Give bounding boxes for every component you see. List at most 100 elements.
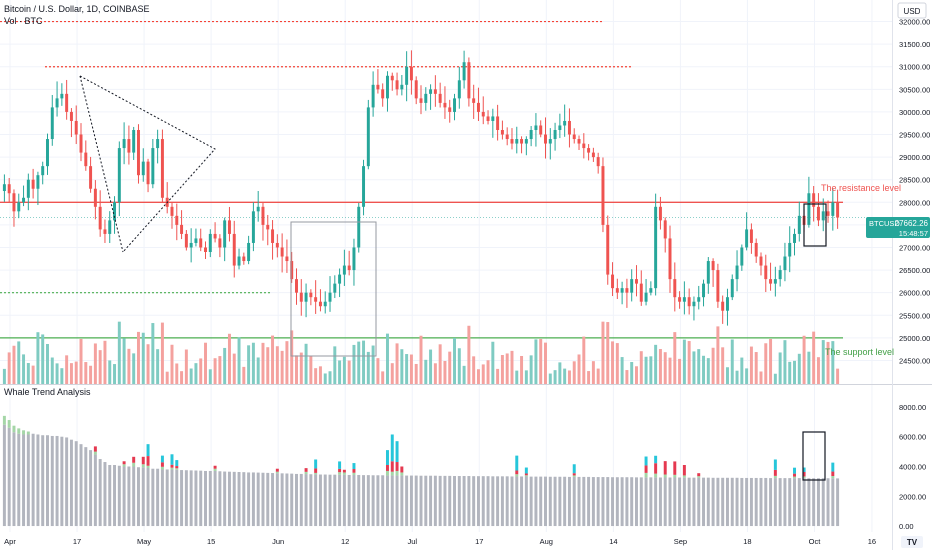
volume-bar (232, 353, 236, 384)
whale-gray-bar (65, 437, 69, 527)
volume-bar (256, 357, 260, 384)
candle-body (204, 247, 207, 252)
whale-gray-bar (836, 478, 840, 527)
whale-gray-bar (17, 433, 21, 527)
whale-tick-label: 4000.00 (899, 462, 926, 471)
whale-gray-bar (663, 477, 667, 527)
whale-gray-bar (577, 476, 581, 527)
whale-gray-bar (295, 473, 298, 527)
volume-bar (84, 362, 88, 384)
price-tick-label: 28500.00 (899, 176, 930, 185)
whale-tick-label: 8000.00 (899, 403, 926, 412)
whale-gray-bar (572, 476, 576, 527)
time-tick-label: Jun (272, 537, 284, 546)
candle-body (548, 139, 552, 144)
whale-gray-bar (591, 477, 595, 527)
svg-text:TV: TV (907, 538, 918, 547)
candle-body (500, 130, 504, 135)
volume-bar (759, 371, 763, 384)
candle-body (836, 202, 840, 218)
volume-bar (309, 355, 313, 384)
volume-bar (764, 343, 768, 384)
volume-bar (189, 368, 193, 384)
candle-body (395, 80, 399, 90)
whale-gray-bar (778, 478, 782, 527)
whale-gray-bar (314, 474, 318, 527)
candle-body (376, 84, 380, 90)
volume-bar (213, 358, 217, 384)
whale-cyan-bar (572, 464, 576, 474)
volume-bar (773, 373, 777, 384)
volume-bar (271, 335, 275, 384)
volume-bar (433, 363, 437, 384)
candle-body (328, 292, 332, 302)
volume-bar (7, 352, 11, 384)
volume-bar (285, 341, 289, 384)
whale-gray-bar (84, 447, 88, 527)
currency-button-label: USD (904, 7, 921, 16)
candle-body (649, 288, 653, 293)
whale-gray-bar (12, 432, 16, 527)
whale-gray-bar (290, 473, 294, 527)
whale-gray-bar (26, 434, 30, 527)
whale-gray-bar (759, 477, 763, 527)
volume-bar (544, 342, 547, 384)
time-tick-label: 18 (743, 537, 751, 546)
volume-bar (812, 331, 816, 384)
candle-body (136, 130, 140, 176)
whale-red-bar (515, 470, 519, 475)
volume-bar (113, 364, 117, 384)
candle-body (213, 233, 217, 239)
candle-body (2, 184, 6, 191)
whale-gray-bar (98, 459, 102, 527)
whale-gray-bar (22, 434, 26, 527)
candle-body (74, 120, 78, 135)
candle-body (117, 148, 121, 203)
whale-gray-bar (232, 471, 236, 527)
volume-bar (31, 365, 35, 384)
whale-gray-bar (429, 475, 433, 527)
tradingview-logo-icon[interactable]: TV (901, 536, 923, 548)
candle-body (577, 139, 581, 144)
whale-gray-bar (347, 474, 351, 527)
whale-gray-bar (156, 468, 160, 527)
whale-gray-bar (390, 475, 394, 527)
volume-bar (615, 343, 619, 384)
whale-gray-bar (510, 476, 514, 527)
candle-body (98, 206, 102, 230)
candle-body (606, 224, 610, 275)
whale-gray-bar (773, 478, 777, 527)
candle-body (764, 265, 768, 280)
candle-body (625, 288, 629, 293)
whale-green-bar (7, 420, 11, 428)
whale-red-bar (390, 461, 394, 472)
candle-body (79, 134, 83, 153)
currency-button[interactable] (897, 2, 927, 19)
volume-bar (2, 368, 6, 384)
whale-gray-bar (117, 465, 121, 527)
whale-gray-bar (635, 477, 638, 527)
volume-bar (572, 361, 576, 384)
whale-green-bar (663, 474, 667, 478)
candle-body (472, 98, 476, 103)
whale-cyan-bar (644, 456, 648, 466)
candle-body (745, 229, 749, 248)
volume-bar (467, 325, 471, 384)
whale-gray-bar (567, 476, 571, 527)
whale-green-bar (22, 430, 26, 435)
volume-bar (290, 330, 294, 384)
whale-gray-bar (2, 424, 6, 527)
volume-bar (687, 341, 691, 384)
candle-body (716, 270, 720, 302)
volume-bar (136, 331, 140, 384)
volume-bar (745, 368, 749, 384)
whale-gray-bar (409, 475, 413, 527)
volume-bar (371, 345, 375, 384)
whale-green-bar (12, 425, 16, 433)
whale-gray-bar (673, 477, 677, 527)
whale-gray-bar (271, 473, 275, 527)
whale-green-bar (338, 472, 342, 475)
whale-cyan-bar (831, 462, 835, 472)
candle-body (773, 279, 777, 284)
